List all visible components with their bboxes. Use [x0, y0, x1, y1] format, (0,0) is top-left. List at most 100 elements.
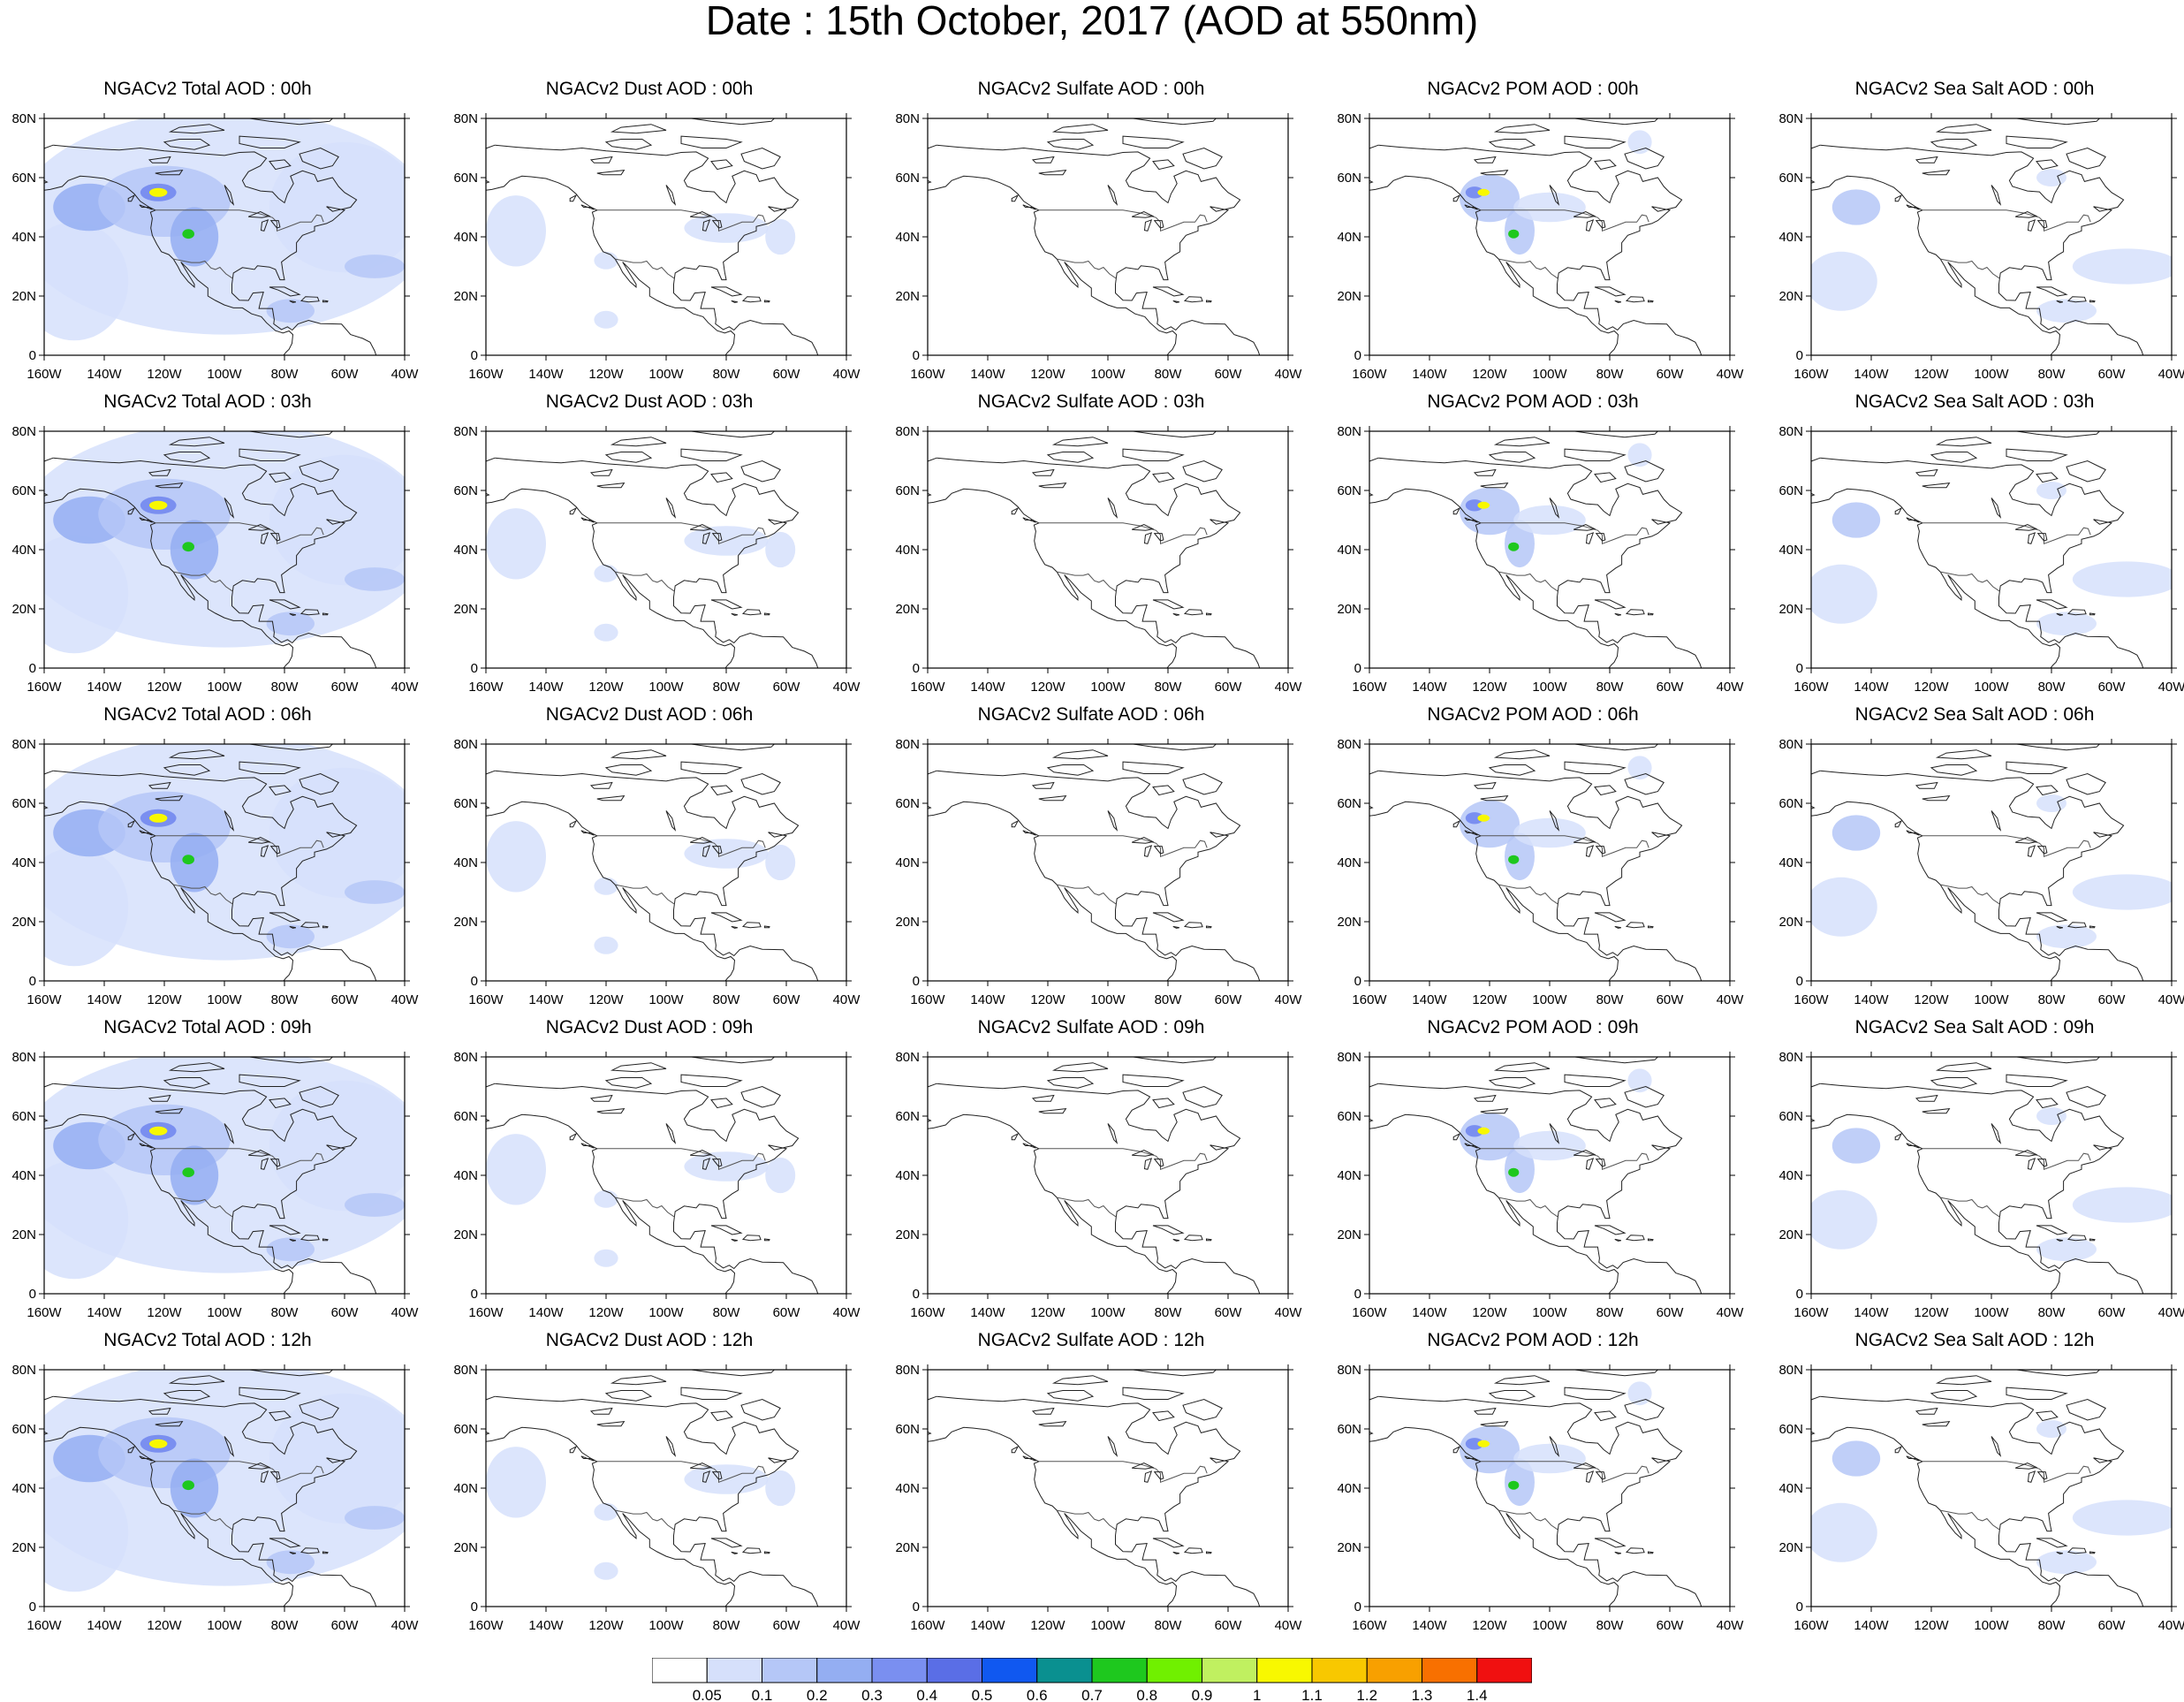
- map-plot: 80N 60N 40N 20N 0 160W 140W 120W 100W 80W 60W 40W: [1337, 111, 1744, 382]
- map-panel: NGACv2 Dust AOD : 12h 80N 60N 40N 20N 0 160W 14…: [442, 1330, 861, 1634]
- coastline: [928, 1057, 1261, 1294]
- map-plot: 80N 60N 40N 20N 0 160W 140W 120W 100W 80W 60W 40W: [11, 1050, 419, 1320]
- map-panel: NGACv2 Dust AOD : 00h 80N 60N 40N 20N 0 160W 14…: [442, 80, 861, 383]
- aod-field: [1811, 482, 2172, 636]
- aod-blob: [170, 1145, 219, 1205]
- map-plot: 80N 60N 40N 20N 0 160W 140W 120W 100W 80W 60W 40W: [1337, 1050, 1744, 1320]
- aod-blob: [1505, 520, 1535, 568]
- y-tick-label: 80N: [1337, 1363, 1361, 1378]
- panel-title: NGACv2 Total AOD : 00h: [103, 79, 312, 99]
- aod-blob: [1627, 756, 1652, 780]
- y-tick-label: 0: [471, 348, 478, 363]
- x-tick-label: 80W: [1596, 1618, 1625, 1633]
- x-tick-label: 60W: [773, 1618, 801, 1633]
- colorbar-label: 0.2: [807, 1687, 828, 1702]
- x-tick-label: 140W: [528, 1305, 564, 1320]
- x-tick-label: 140W: [528, 992, 564, 1007]
- x-tick-label: 160W: [1793, 992, 1829, 1007]
- panel-title: NGACv2 Sea Salt AOD : 00h: [1854, 79, 2095, 99]
- map-plot: 80N 60N 40N 20N 0 160W 140W 120W 100W 80W 60W 40W: [1337, 424, 1744, 695]
- y-tick-label: 0: [471, 974, 478, 989]
- aod-field: [1059, 1425, 1066, 1432]
- y-tick-label: 40N: [453, 1481, 478, 1496]
- aod-field: [486, 1134, 796, 1267]
- y-tick-label: 20N: [11, 915, 36, 930]
- x-tick-label: 40W: [391, 680, 420, 695]
- x-tick-label: 40W: [1275, 680, 1303, 695]
- x-tick-label: 140W: [1854, 680, 1889, 695]
- x-tick-label: 120W: [588, 992, 624, 1007]
- x-tick-label: 120W: [1472, 680, 1507, 695]
- panel-title: NGACv2 Sea Salt AOD : 12h: [1854, 1330, 2095, 1350]
- map-plot: 80N 60N 40N 20N 0 160W 140W 120W 100W 80W 60W 40W: [895, 424, 1302, 695]
- colorbar-swatch: [706, 1658, 762, 1683]
- y-tick-label: 0: [1354, 974, 1361, 989]
- panel-title: NGACv2 Dust AOD : 12h: [545, 1330, 754, 1350]
- aod-blob: [170, 832, 219, 893]
- x-tick-label: 160W: [1352, 1618, 1387, 1633]
- x-tick-label: 80W: [2038, 367, 2066, 382]
- aod-field: [1059, 800, 1066, 807]
- x-tick-label: 120W: [1030, 1618, 1065, 1633]
- colorbar-swatch: [1256, 1658, 1313, 1683]
- x-tick-label: 60W: [2098, 1305, 2127, 1320]
- aod-blob: [1059, 1425, 1066, 1432]
- x-tick-label: 160W: [910, 1618, 945, 1633]
- x-tick-label: 40W: [391, 992, 420, 1007]
- x-tick-label: 80W: [713, 1305, 741, 1320]
- x-tick-label: 100W: [1090, 680, 1126, 695]
- aod-blob: [1831, 815, 1881, 851]
- x-tick-label: 160W: [910, 367, 945, 382]
- coastline: [486, 744, 819, 981]
- y-tick-label: 80N: [1778, 111, 1803, 126]
- aod-blob: [1505, 1145, 1535, 1194]
- x-tick-label: 80W: [271, 680, 300, 695]
- y-tick-label: 40N: [11, 1481, 36, 1496]
- x-tick-label: 100W: [1532, 367, 1567, 382]
- aod-blob: [2036, 794, 2066, 812]
- aod-blob: [1831, 1128, 1881, 1164]
- map-plot: 80N 60N 40N 20N 0 160W 140W 120W 100W 80W 60W 40W: [895, 737, 1302, 1007]
- x-tick-label: 100W: [1974, 680, 2009, 695]
- y-tick-label: 0: [29, 1287, 36, 1302]
- y-tick-label: 60N: [11, 483, 36, 498]
- aod-blob: [44, 1160, 129, 1280]
- y-tick-label: 0: [471, 1599, 478, 1615]
- x-tick-label: 80W: [1596, 367, 1625, 382]
- x-tick-label: 60W: [1215, 1618, 1243, 1633]
- x-tick-label: 140W: [1412, 680, 1447, 695]
- aod-blob: [486, 821, 546, 893]
- coastline: [1811, 118, 2144, 355]
- x-tick-label: 40W: [2158, 992, 2184, 1007]
- aod-field: [486, 821, 796, 954]
- y-tick-label: 0: [1354, 661, 1361, 676]
- panel-title: NGACv2 Sea Salt AOD : 03h: [1854, 391, 2095, 412]
- colorbar-swatch: [762, 1658, 818, 1683]
- y-tick-label: 60N: [1337, 1109, 1361, 1124]
- aod-field: [1059, 1113, 1066, 1120]
- panel-title: NGACv2 Dust AOD : 09h: [545, 1017, 754, 1037]
- x-tick-label: 140W: [528, 367, 564, 382]
- x-tick-label: 120W: [588, 1618, 624, 1633]
- x-tick-label: 80W: [1155, 1618, 1183, 1633]
- aod-blob: [1505, 207, 1535, 255]
- y-tick-label: 80N: [453, 424, 478, 439]
- x-tick-label: 100W: [207, 992, 242, 1007]
- aod-blob: [149, 1126, 168, 1136]
- coastline: [44, 744, 377, 981]
- panel-title: NGACv2 POM AOD : 12h: [1427, 1330, 1639, 1350]
- y-tick-label: 60N: [895, 1422, 920, 1437]
- map-panel: NGACv2 POM AOD : 00h 80N 60N 40N 20N 0 160W 140…: [1325, 80, 1744, 383]
- y-tick-label: 80N: [1337, 424, 1361, 439]
- x-tick-label: 100W: [1090, 1305, 1126, 1320]
- panel-title: NGACv2 Total AOD : 09h: [103, 1017, 312, 1037]
- x-tick-label: 160W: [468, 1305, 504, 1320]
- x-tick-label: 140W: [1412, 367, 1447, 382]
- y-tick-label: 60N: [895, 796, 920, 811]
- colorbar-label: 0.1: [752, 1687, 773, 1702]
- y-tick-label: 20N: [11, 602, 36, 617]
- y-tick-label: 60N: [11, 1422, 36, 1437]
- aod-blob: [1059, 174, 1066, 181]
- map-panel: NGACv2 Sea Salt AOD : 00h 80N 60N 40N 20N 0 16…: [1767, 79, 2184, 383]
- x-tick-label: 120W: [147, 992, 182, 1007]
